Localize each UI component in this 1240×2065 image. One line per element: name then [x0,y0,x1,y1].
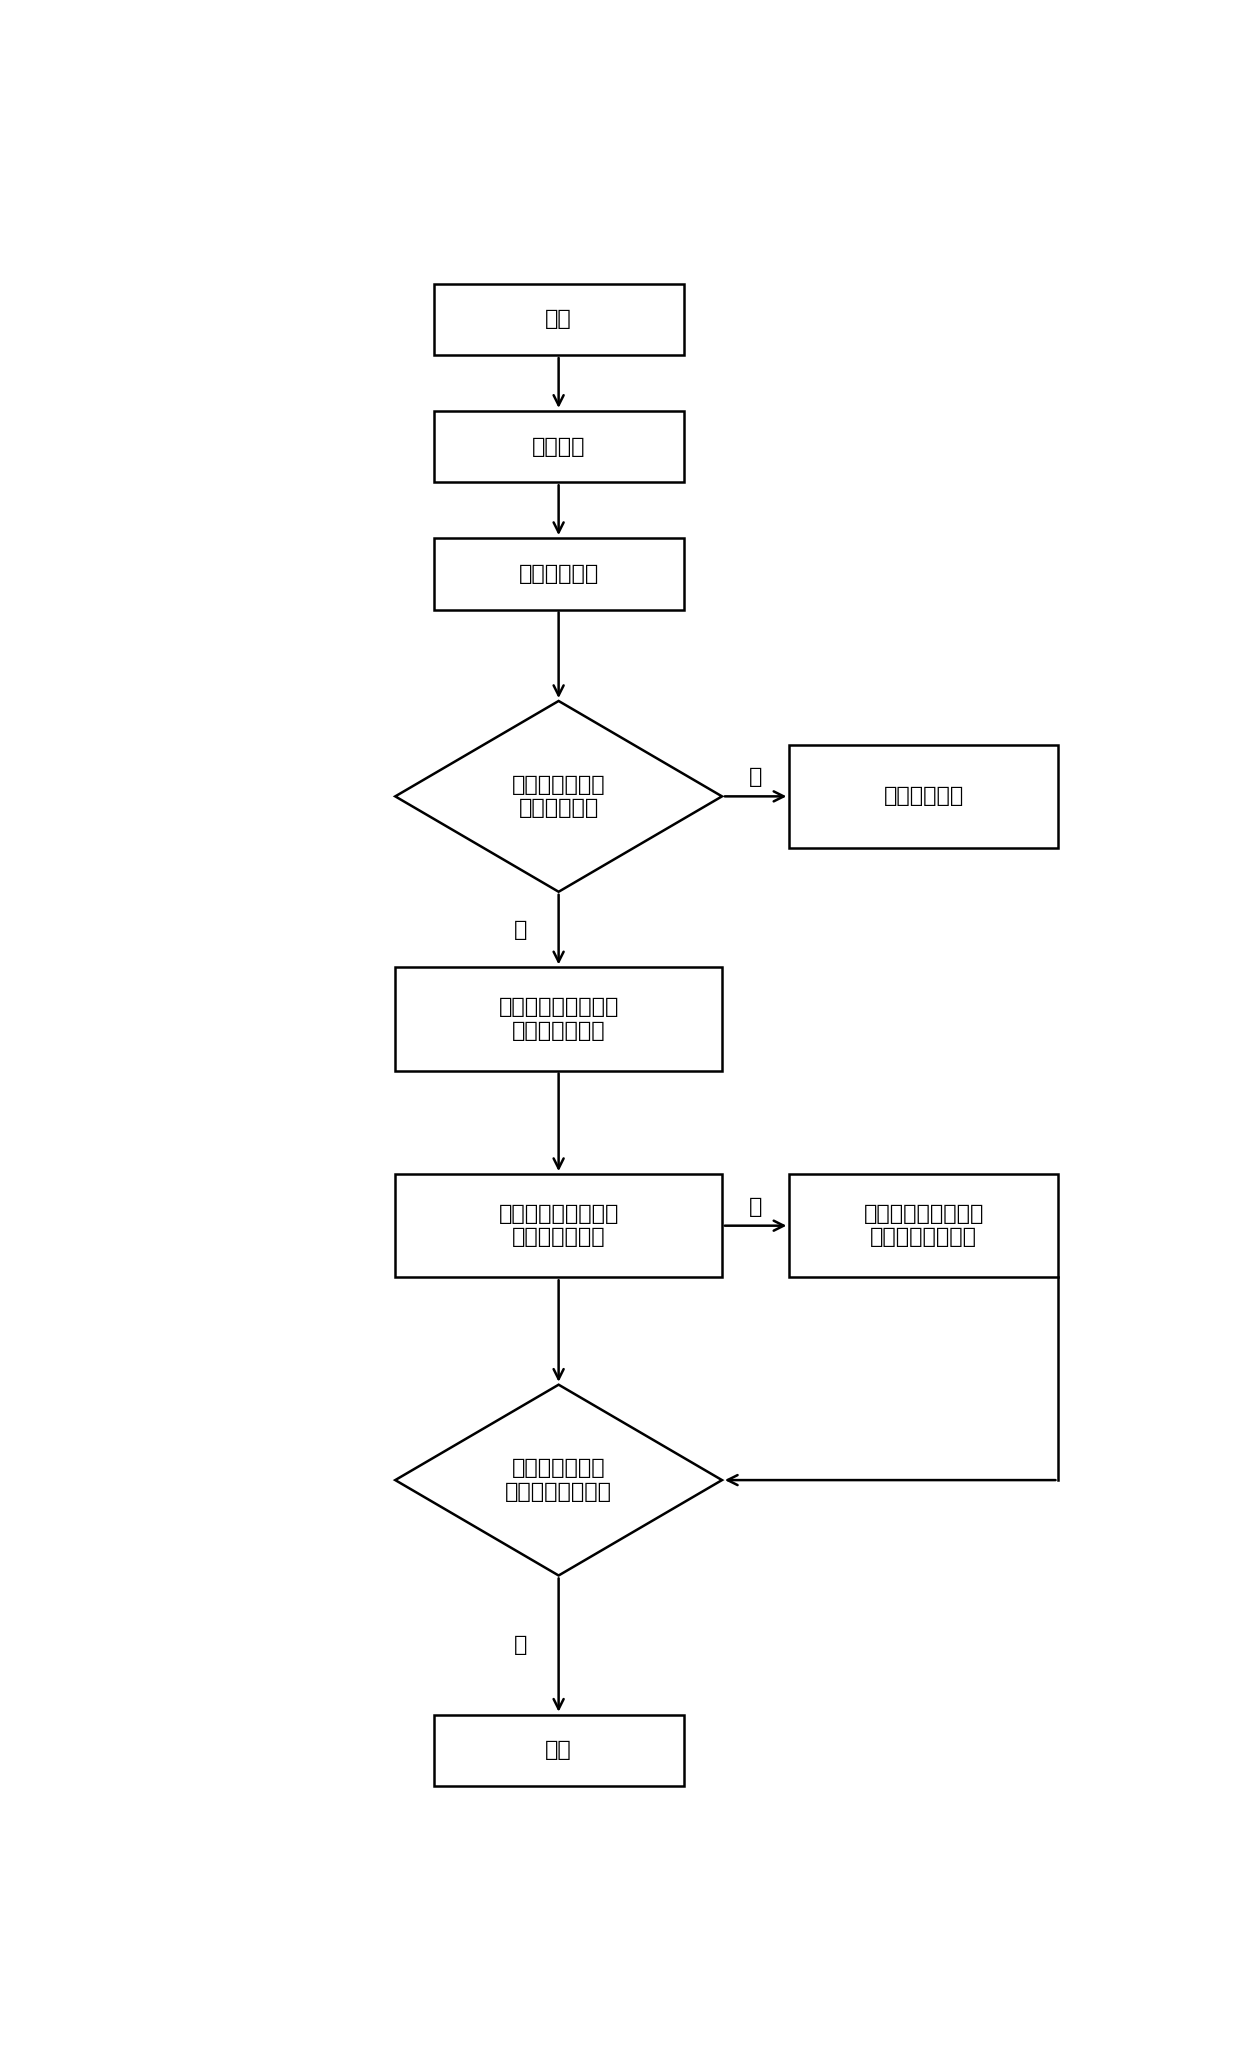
Text: 设备图形拓扑与
模型拓扑是否一致: 设备图形拓扑与 模型拓扑是否一致 [505,1458,613,1501]
FancyBboxPatch shape [434,539,683,609]
Text: 否: 否 [749,768,763,787]
Text: 图形拓扑覆盖率
是否大于阀値: 图形拓扑覆盖率 是否大于阀値 [512,774,605,818]
Text: 图形拓扑扫描: 图形拓扑扫描 [518,564,599,584]
Text: 开始: 开始 [546,310,572,328]
Text: 打开图形: 打开图形 [532,436,585,456]
Text: 是: 是 [513,1635,527,1654]
FancyBboxPatch shape [434,411,683,483]
Text: 列出设备图形拓扑与
模型拓扑人工验证: 列出设备图形拓扑与 模型拓扑人工验证 [863,1204,985,1247]
Text: 退回源端修改: 退回源端修改 [884,787,963,805]
FancyBboxPatch shape [789,745,1059,849]
Text: 否: 否 [749,1196,763,1216]
Polygon shape [396,700,722,892]
FancyBboxPatch shape [434,1714,683,1786]
FancyBboxPatch shape [434,283,683,355]
FancyBboxPatch shape [789,1175,1059,1278]
Text: 结束: 结束 [546,1741,572,1759]
FancyBboxPatch shape [396,1175,722,1278]
Text: 逐个对比设备的图形
拓扑和模型拓扑: 逐个对比设备的图形 拓扑和模型拓扑 [498,1204,619,1247]
FancyBboxPatch shape [396,966,722,1070]
Text: 查询数据库获取图形
对应的模型拓扑: 查询数据库获取图形 对应的模型拓扑 [498,997,619,1041]
Polygon shape [396,1386,722,1576]
Text: 是: 是 [513,919,527,940]
